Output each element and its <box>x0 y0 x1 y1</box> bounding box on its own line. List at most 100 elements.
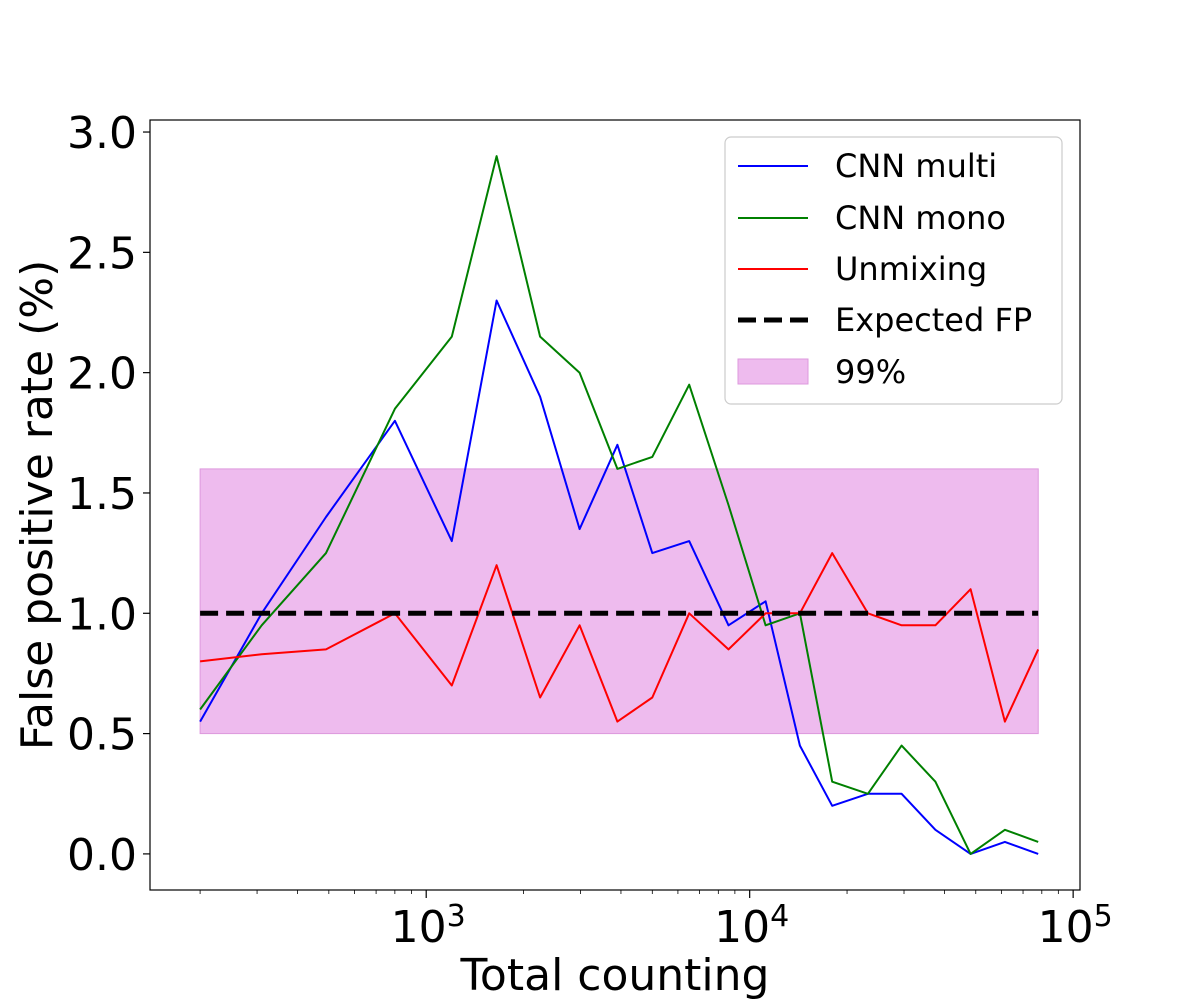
data-point-unmixing <box>1004 721 1006 723</box>
confidence-band-layer <box>199 468 1039 735</box>
data-point-cnn-multi <box>616 444 618 446</box>
data-point-unmixing <box>970 588 972 590</box>
data-point-cnn-multi <box>325 516 327 518</box>
data-point-expected-fp <box>616 612 618 614</box>
data-point-unmixing <box>616 721 618 723</box>
series-line-cnn-multi <box>199 299 1039 855</box>
y-axis-title: False positive rate (%) <box>12 260 63 751</box>
x-tick-label: 105 <box>1038 899 1113 953</box>
data-point-cnn-mono <box>1037 841 1039 843</box>
y-tick-label: 0.0 <box>67 830 137 881</box>
data-point-cnn-mono <box>325 552 327 554</box>
legend-entry-cnn-mono: CNN mono <box>738 199 1006 237</box>
data-point-cnn-mono <box>651 456 653 458</box>
data-point-cnn-mono <box>727 504 729 506</box>
data-point-cnn-multi <box>799 745 801 747</box>
data-point-cnn-mono <box>970 853 972 855</box>
data-point-expected-fp <box>651 612 653 614</box>
data-point-cnn-mono <box>451 336 453 338</box>
data-point-unmixing <box>451 684 453 686</box>
data-point-expected-fp <box>1037 612 1039 614</box>
y-tick-label: 1.0 <box>67 589 137 640</box>
data-point-cnn-mono <box>539 336 541 338</box>
data-point-cnn-multi <box>831 805 833 807</box>
data-point-cnn-multi <box>688 540 690 542</box>
data-point-unmixing <box>934 624 936 626</box>
data-point-unmixing <box>651 697 653 699</box>
data-point-cnn-multi <box>394 420 396 422</box>
series-unmixing <box>199 552 1040 723</box>
data-point-unmixing <box>325 648 327 650</box>
data-point-expected-fp <box>496 612 498 614</box>
data-point-expected-fp <box>1004 612 1006 614</box>
data-point-unmixing <box>496 564 498 566</box>
data-point-cnn-multi <box>496 299 498 301</box>
data-point-cnn-multi <box>934 829 936 831</box>
legend-label-expected-fp: Expected FP <box>835 301 1032 339</box>
data-point-cnn-multi <box>539 396 541 398</box>
y-tick-label: 3.0 <box>67 108 137 159</box>
data-point-unmixing <box>1037 648 1039 650</box>
legend-label-99-percent: 99% <box>835 353 906 391</box>
data-point-expected-fp <box>325 612 327 614</box>
data-point-cnn-multi <box>901 793 903 795</box>
data-point-expected-fp <box>901 612 903 614</box>
legend-frame <box>724 136 1063 405</box>
data-point-cnn-mono <box>199 709 201 711</box>
data-point-expected-fp <box>394 612 396 614</box>
data-point-expected-fp <box>539 612 541 614</box>
data-point-unmixing <box>261 653 263 655</box>
data-point-cnn-multi <box>1037 853 1039 855</box>
data-point-cnn-mono <box>261 624 263 626</box>
data-point-unmixing <box>727 648 729 650</box>
legend-entry-99-percent: 99% <box>737 353 906 391</box>
data-point-expected-fp <box>727 612 729 614</box>
data-point-cnn-mono <box>831 781 833 783</box>
plot-frame <box>149 119 1081 891</box>
x-axis: 103 104 105 <box>199 890 1113 953</box>
data-point-unmixing <box>831 552 833 554</box>
legend-entry-unmixing: Unmixing <box>738 250 987 288</box>
x-tick-label: 103 <box>391 899 466 953</box>
band-99-percent <box>199 468 1039 735</box>
legend-label-unmixing: Unmixing <box>835 250 987 288</box>
data-point-expected-fp <box>970 612 972 614</box>
data-point-expected-fp <box>831 612 833 614</box>
data-point-cnn-mono <box>579 372 581 374</box>
data-point-unmixing <box>199 660 201 662</box>
x-axis-title: Total counting <box>460 950 770 1000</box>
y-tick-label: 2.5 <box>67 228 137 279</box>
data-point-expected-fp <box>579 612 581 614</box>
data-point-cnn-mono <box>765 624 767 626</box>
data-point-unmixing <box>539 697 541 699</box>
y-tick-label: 1.5 <box>67 469 137 520</box>
data-point-cnn-multi <box>579 528 581 530</box>
x-tick-label: 104 <box>714 899 789 953</box>
y-tick-label: 2.0 <box>67 349 137 400</box>
series-line-unmixing <box>199 552 1040 723</box>
data-point-cnn-multi <box>1004 841 1006 843</box>
legend: CNN multi CNN mono Unmixing Expected FP … <box>724 136 1063 405</box>
data-point-expected-fp <box>765 612 767 614</box>
data-point-cnn-mono <box>394 408 396 410</box>
y-tick-label: 0.5 <box>67 710 137 761</box>
data-point-cnn-mono <box>496 155 498 157</box>
data-point-cnn-multi <box>451 540 453 542</box>
legend-entry-cnn-multi: CNN multi <box>738 147 997 185</box>
data-point-cnn-multi <box>727 624 729 626</box>
data-point-unmixing <box>579 624 581 626</box>
series-cnn-mono <box>199 155 1039 855</box>
data-point-cnn-mono <box>616 468 618 470</box>
data-point-expected-fp <box>199 612 201 614</box>
series-expected-fp <box>199 610 1039 616</box>
data-point-cnn-mono <box>934 781 936 783</box>
y-axis: 0.0 0.5 1.0 1.5 2.0 2.5 3.0 <box>67 108 150 881</box>
data-point-expected-fp <box>799 612 801 614</box>
data-point-expected-fp <box>867 612 869 614</box>
legend-entry-expected-fp: Expected FP <box>738 301 1032 339</box>
data-point-expected-fp <box>261 612 263 614</box>
data-point-unmixing <box>901 624 903 626</box>
data-point-cnn-mono <box>1004 829 1006 831</box>
legend-swatch-99-percent <box>737 358 809 385</box>
